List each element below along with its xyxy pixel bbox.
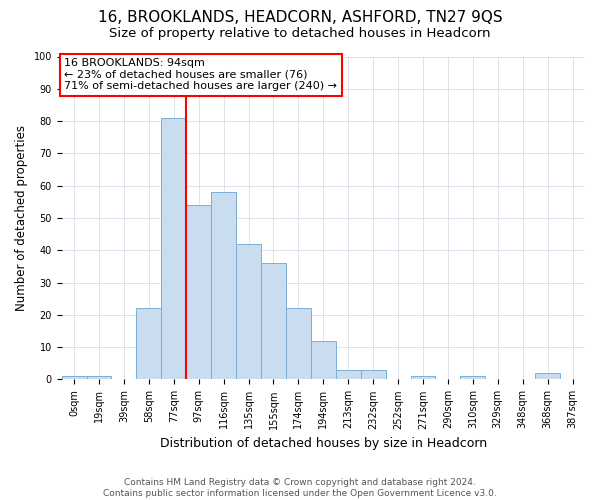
X-axis label: Distribution of detached houses by size in Headcorn: Distribution of detached houses by size … <box>160 437 487 450</box>
Bar <box>186 205 211 380</box>
Bar <box>86 376 112 380</box>
Bar <box>62 376 86 380</box>
Bar <box>460 376 485 380</box>
Bar <box>410 376 436 380</box>
Bar <box>136 308 161 380</box>
Bar <box>336 370 361 380</box>
Text: 16 BROOKLANDS: 94sqm
← 23% of detached houses are smaller (76)
71% of semi-detac: 16 BROOKLANDS: 94sqm ← 23% of detached h… <box>64 58 337 92</box>
Bar <box>286 308 311 380</box>
Text: 16, BROOKLANDS, HEADCORN, ASHFORD, TN27 9QS: 16, BROOKLANDS, HEADCORN, ASHFORD, TN27 … <box>98 10 502 25</box>
Bar <box>535 373 560 380</box>
Text: Size of property relative to detached houses in Headcorn: Size of property relative to detached ho… <box>109 28 491 40</box>
Bar <box>261 263 286 380</box>
Text: Contains HM Land Registry data © Crown copyright and database right 2024.
Contai: Contains HM Land Registry data © Crown c… <box>103 478 497 498</box>
Bar <box>361 370 386 380</box>
Bar <box>236 244 261 380</box>
Bar <box>311 340 336 380</box>
Y-axis label: Number of detached properties: Number of detached properties <box>15 125 28 311</box>
Bar <box>161 118 186 380</box>
Bar <box>211 192 236 380</box>
